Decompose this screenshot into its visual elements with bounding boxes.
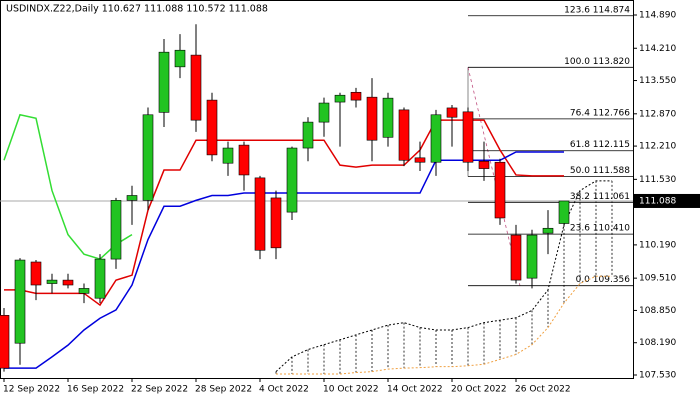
indicator-line <box>276 275 612 375</box>
candle-body <box>446 107 458 118</box>
candle-body <box>254 177 266 251</box>
last-price-box <box>634 193 700 208</box>
candle-body <box>302 121 314 149</box>
x-tick-label: 14 Oct 2022 <box>387 385 443 395</box>
x-tick-label: 26 Oct 2022 <box>515 385 571 395</box>
fib-label: 0.0 109.356 <box>576 275 631 285</box>
last-price-label: 111.088 <box>639 196 676 206</box>
fib-label: 50.0 111.588 <box>570 166 630 176</box>
candle-body <box>558 200 570 224</box>
candle-body <box>510 234 522 281</box>
fib-label: 23.6 110.410 <box>570 224 630 234</box>
candle-body <box>206 99 218 156</box>
candle-body <box>398 109 410 161</box>
y-tick-label: 114.210 <box>639 44 676 54</box>
candle-body <box>158 51 170 113</box>
candle-body <box>238 144 250 176</box>
y-tick-label: 114.890 <box>639 11 676 21</box>
chart-title: USDINDX.Z22,Daily 110.627 111.088 110.57… <box>6 4 268 15</box>
candle-body <box>222 147 234 164</box>
fib-label: 38.2 111.061 <box>570 192 630 202</box>
candle-body <box>142 114 154 201</box>
y-tick-label: 113.550 <box>639 76 676 86</box>
x-tick-label: 10 Oct 2022 <box>323 385 379 395</box>
candle-body <box>462 111 474 163</box>
candle-body <box>174 49 186 68</box>
candle-body <box>334 94 346 103</box>
candle-body <box>14 259 26 344</box>
y-tick-label: 108.190 <box>639 338 676 348</box>
candle-body <box>78 288 90 294</box>
y-tick-label: 112.210 <box>639 142 676 152</box>
y-tick-label: 111.530 <box>639 175 676 185</box>
candle-body <box>318 102 330 123</box>
candle-body <box>526 234 538 279</box>
candle-body <box>414 157 426 163</box>
candle-body <box>366 96 378 141</box>
candle-body <box>494 161 506 219</box>
candle-body <box>62 279 74 286</box>
indicator-line <box>275 180 612 372</box>
candle-body <box>190 54 202 121</box>
fib-label: 76.4 112.766 <box>570 108 630 118</box>
fib-label: 100.0 113.820 <box>564 57 630 67</box>
candle-body <box>350 91 362 101</box>
x-tick-label: 12 Sep 2022 <box>3 385 60 395</box>
x-tick-label: 28 Sep 2022 <box>195 385 252 395</box>
candle-body <box>382 97 394 138</box>
candle-body <box>430 114 442 163</box>
candle-body <box>286 147 298 213</box>
x-tick-label: 4 Oct 2022 <box>259 385 309 395</box>
y-tick-label: 112.870 <box>639 109 676 119</box>
x-tick-label: 20 Oct 2022 <box>451 385 507 395</box>
candle-body <box>110 200 122 260</box>
y-tick-label: 107.530 <box>639 371 676 381</box>
y-tick-label: 108.850 <box>639 306 676 316</box>
y-tick-label: 110.190 <box>639 240 676 250</box>
candle-body <box>30 261 42 286</box>
candle-body <box>542 227 554 234</box>
candle-body <box>94 258 106 299</box>
x-tick-label: 22 Sep 2022 <box>131 385 188 395</box>
candle-body <box>478 160 490 169</box>
candle-body <box>126 195 138 201</box>
indicator-line <box>3 113 133 260</box>
fib-label: 61.8 112.115 <box>570 140 630 150</box>
fib-label: 123.6 114.874 <box>564 5 630 15</box>
y-tick-label: 109.510 <box>639 274 676 284</box>
candle-body <box>270 197 282 249</box>
candle-body <box>0 315 10 369</box>
candle-body <box>46 279 58 284</box>
x-tick-label: 16 Sep 2022 <box>67 385 124 395</box>
